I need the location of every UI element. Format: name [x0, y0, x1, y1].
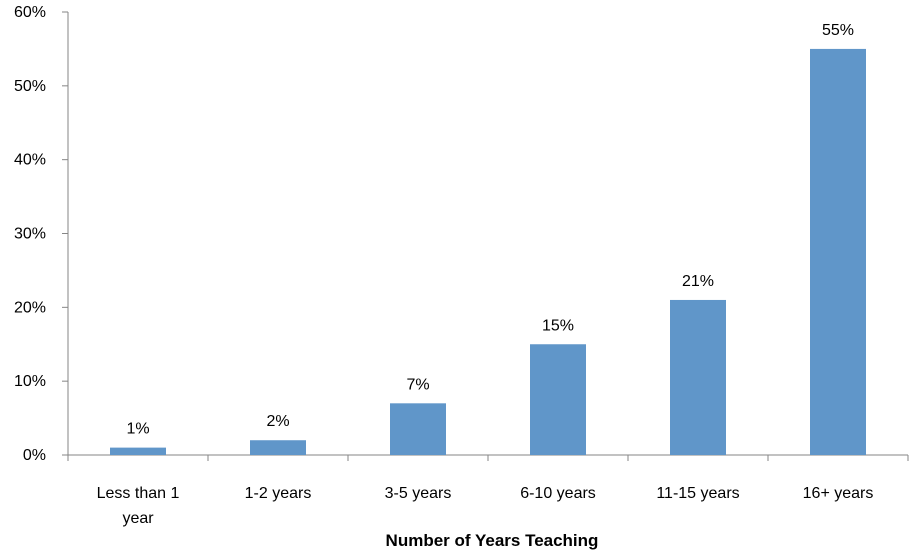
category-label: year — [122, 510, 154, 527]
bar — [810, 48, 866, 456]
x-axis-title: Number of Years Teaching — [386, 531, 599, 550]
category-label: 11-15 years — [656, 485, 739, 502]
bars — [110, 48, 866, 456]
data-labels: 1% 2% 7% 15% 21% 55% — [126, 22, 854, 438]
data-label: 2% — [266, 413, 289, 430]
data-label: 55% — [822, 22, 854, 39]
category-labels: Less than 1 year 1-2 years 3-5 years 6-10 ye… — [97, 485, 874, 527]
bar — [530, 344, 586, 455]
y-tick-label: 10% — [14, 373, 46, 390]
category-label: Less than 1 — [97, 485, 180, 502]
y-tick-label: 60% — [14, 4, 46, 21]
x-axis — [67, 454, 909, 461]
data-label: 7% — [406, 376, 429, 393]
y-tick-label: 40% — [14, 152, 46, 169]
bar — [670, 299, 726, 455]
y-tick-label: 0% — [23, 447, 46, 464]
bar — [390, 403, 446, 455]
category-label: 3-5 years — [385, 485, 452, 502]
data-label: 1% — [126, 421, 149, 438]
bar — [110, 447, 166, 455]
data-label: 15% — [542, 317, 574, 334]
y-tick-label: 30% — [14, 226, 46, 243]
category-label: 6-10 years — [520, 485, 596, 502]
data-label: 21% — [682, 273, 714, 290]
y-tick-label: 20% — [14, 299, 46, 316]
bar — [250, 440, 306, 455]
category-label: 16+ years — [803, 485, 874, 502]
category-label: 1-2 years — [245, 485, 312, 502]
y-axis: 0% 10% 20% 30% 40% 50% 60% — [14, 4, 69, 464]
y-tick-label: 50% — [14, 78, 46, 95]
